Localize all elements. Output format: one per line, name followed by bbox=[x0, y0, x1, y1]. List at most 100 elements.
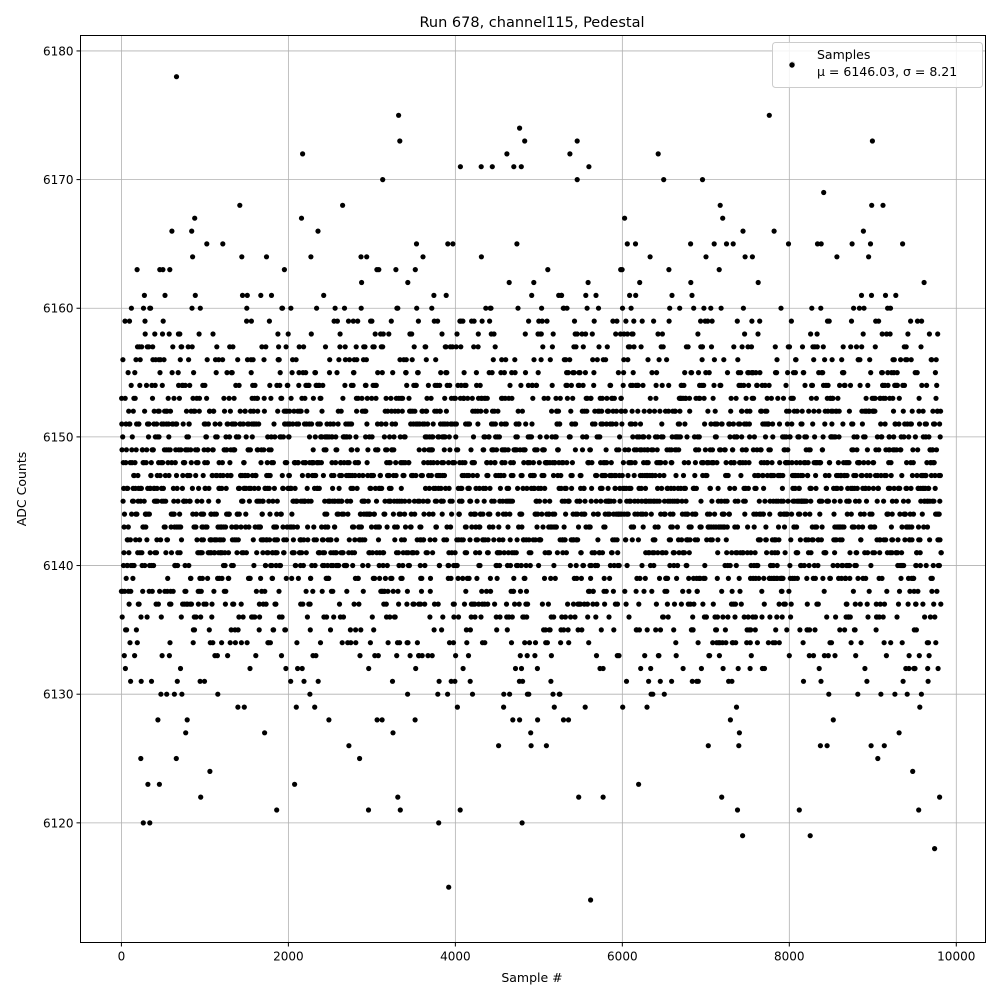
data-point bbox=[325, 562, 331, 569]
data-point bbox=[153, 550, 160, 556]
data-point bbox=[586, 164, 592, 170]
data-point bbox=[165, 395, 171, 401]
data-point bbox=[541, 472, 547, 479]
data-point bbox=[600, 421, 606, 427]
data-point bbox=[722, 627, 729, 633]
data-point bbox=[687, 408, 693, 414]
data-point bbox=[850, 447, 856, 453]
data-point bbox=[558, 472, 564, 479]
data-point bbox=[137, 382, 143, 388]
data-point bbox=[826, 472, 832, 479]
data-point bbox=[455, 614, 462, 620]
data-point bbox=[178, 524, 184, 530]
data-point bbox=[869, 138, 876, 144]
data-point bbox=[130, 408, 136, 414]
data-point bbox=[598, 627, 604, 633]
data-point bbox=[391, 447, 397, 453]
data-point bbox=[268, 395, 274, 401]
data-point bbox=[159, 331, 166, 337]
data-point bbox=[709, 498, 715, 504]
data-point bbox=[858, 292, 865, 298]
data-point bbox=[194, 498, 200, 504]
data-point bbox=[860, 228, 867, 234]
data-point bbox=[906, 434, 912, 440]
data-point bbox=[899, 472, 905, 479]
data-point bbox=[553, 434, 559, 440]
data-point bbox=[136, 601, 142, 607]
data-point bbox=[878, 421, 884, 427]
data-point bbox=[272, 434, 278, 440]
data-point bbox=[396, 562, 402, 569]
data-point bbox=[637, 575, 643, 582]
data-point bbox=[413, 472, 419, 479]
data-point bbox=[714, 575, 720, 582]
data-point bbox=[451, 460, 458, 466]
data-point bbox=[702, 575, 708, 582]
data-point bbox=[139, 550, 145, 556]
data-point bbox=[653, 382, 659, 388]
data-point bbox=[319, 588, 325, 594]
data-point bbox=[910, 768, 916, 775]
x-tick-label: 2000 bbox=[273, 950, 304, 964]
data-point bbox=[883, 537, 889, 543]
data-point bbox=[446, 562, 452, 569]
data-point bbox=[908, 357, 914, 363]
data-point bbox=[852, 498, 859, 504]
data-point bbox=[506, 279, 512, 286]
data-point bbox=[640, 524, 646, 530]
data-point bbox=[916, 807, 922, 813]
data-point bbox=[271, 627, 277, 633]
data-point bbox=[273, 601, 279, 607]
data-point bbox=[350, 318, 356, 324]
data-point bbox=[490, 357, 496, 363]
data-point bbox=[291, 550, 297, 556]
data-point bbox=[173, 755, 179, 762]
data-point bbox=[466, 472, 472, 479]
data-point bbox=[238, 640, 244, 646]
data-point bbox=[755, 331, 761, 337]
data-point bbox=[857, 511, 864, 517]
data-point bbox=[307, 627, 313, 633]
data-point bbox=[164, 537, 171, 543]
data-point bbox=[898, 357, 904, 363]
data-point bbox=[859, 472, 865, 479]
data-point bbox=[426, 485, 432, 491]
data-point bbox=[723, 640, 729, 646]
data-point bbox=[742, 511, 748, 517]
data-point bbox=[211, 588, 217, 594]
data-point bbox=[427, 588, 433, 594]
data-point bbox=[645, 357, 651, 363]
data-point bbox=[909, 408, 915, 414]
data-point bbox=[633, 588, 639, 594]
data-point bbox=[807, 833, 813, 839]
data-point bbox=[896, 395, 902, 401]
data-point bbox=[256, 601, 262, 607]
data-point bbox=[764, 408, 770, 414]
data-point bbox=[390, 370, 396, 376]
data-point bbox=[434, 460, 440, 466]
data-point bbox=[351, 550, 358, 556]
data-point bbox=[517, 653, 523, 659]
data-point bbox=[913, 562, 919, 569]
data-point bbox=[280, 524, 286, 530]
data-point bbox=[884, 588, 890, 594]
data-point bbox=[661, 691, 667, 697]
data-point bbox=[145, 434, 152, 440]
data-point bbox=[519, 408, 526, 414]
data-point bbox=[620, 460, 627, 466]
data-point bbox=[910, 460, 916, 466]
data-point bbox=[578, 472, 584, 479]
data-point bbox=[120, 357, 126, 363]
data-point bbox=[283, 575, 289, 582]
data-point bbox=[809, 305, 815, 311]
data-point bbox=[633, 447, 640, 453]
data-point bbox=[474, 575, 480, 582]
data-point bbox=[331, 472, 337, 479]
data-point bbox=[696, 447, 702, 453]
data-point bbox=[186, 562, 192, 569]
data-point bbox=[797, 511, 803, 517]
data-point bbox=[631, 318, 637, 324]
data-point bbox=[555, 408, 562, 414]
data-point bbox=[446, 640, 453, 646]
data-point bbox=[866, 254, 872, 260]
